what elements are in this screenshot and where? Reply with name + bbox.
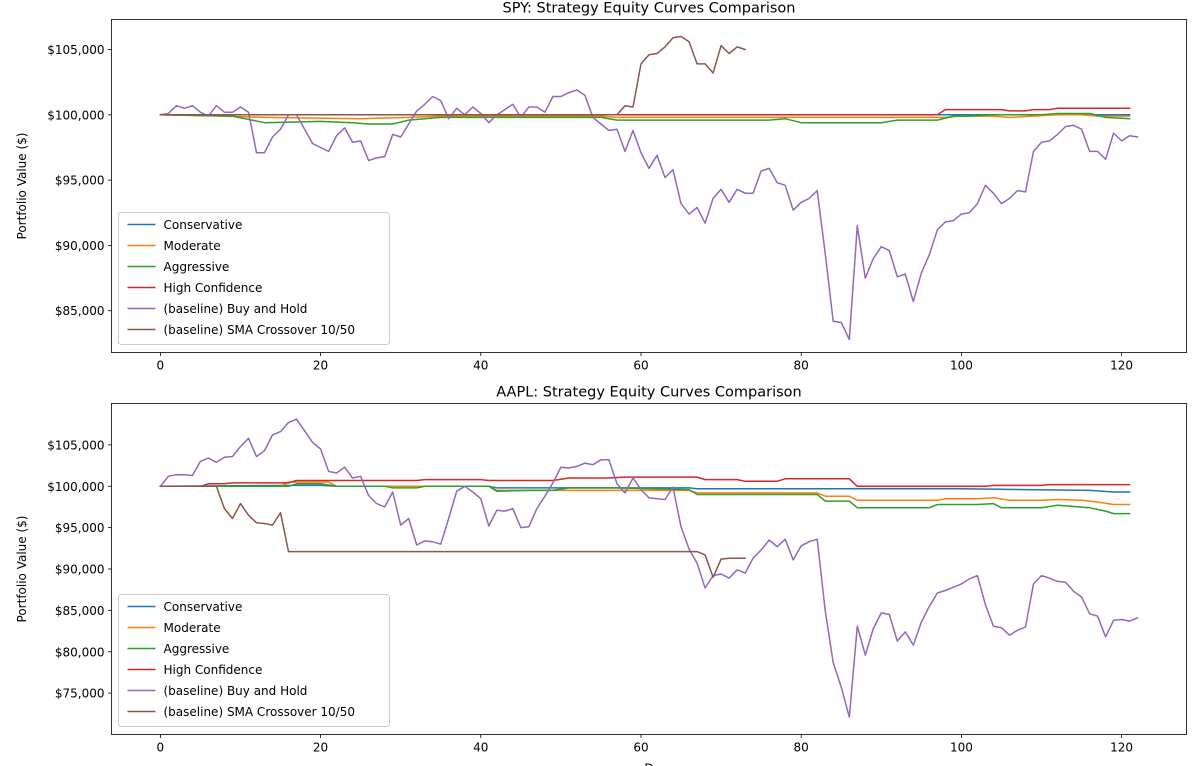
series-line-2	[159, 114, 1131, 120]
x-tick-label: 0	[157, 359, 165, 373]
legend-label: (baseline) Buy and Hold	[164, 302, 308, 316]
x-tick-label: 40	[473, 741, 488, 755]
series-line-5	[159, 89, 1139, 341]
x-tick-label: 80	[794, 741, 809, 755]
y-tick-label: $75,000	[55, 687, 105, 701]
y-tick-label: $85,000	[55, 304, 105, 318]
series-line-5	[159, 418, 1139, 718]
plot-area	[159, 35, 1139, 341]
y-axis-label: Portfolio Value ($)	[15, 133, 29, 240]
legend-label: Aggressive	[164, 260, 230, 274]
x-tick-label: 80	[794, 359, 809, 373]
y-tick-label: $100,000	[47, 108, 104, 122]
legend: Conservative Moderate Aggressive High Confi…	[118, 212, 390, 345]
y-tick-label: $80,000	[55, 645, 105, 659]
legend-label: Moderate	[164, 621, 221, 635]
legend-label: (baseline) Buy and Hold	[164, 684, 308, 698]
y-tick-label: $105,000	[47, 438, 104, 452]
plot-area	[159, 418, 1139, 718]
series-line-3	[159, 483, 1131, 515]
x-tick-label: 120	[1110, 741, 1133, 755]
x-tick-label: 40	[473, 359, 488, 373]
series-line-4	[159, 107, 1131, 116]
x-tick-label: 20	[313, 359, 328, 373]
series-line-3	[159, 112, 1131, 125]
x-tick-label: 100	[950, 741, 973, 755]
legend-box	[118, 594, 390, 727]
y-axis-label: Portfolio Value ($)	[15, 516, 29, 623]
legend-label: High Confidence	[164, 663, 263, 677]
x-tick-label: 60	[633, 359, 648, 373]
x-tick-label: 100	[950, 359, 973, 373]
legend-label: (baseline) SMA Crossover 10/50	[164, 705, 355, 719]
y-tick-label: $95,000	[55, 521, 105, 535]
x-tick-label: 0	[157, 741, 165, 755]
x-tick-label: 120	[1110, 359, 1133, 373]
series-line-6	[159, 35, 747, 116]
x-tick-label: 60	[633, 741, 648, 755]
chart-1: 0 20 40 60 80 100 120 $85,000 $90,000 $95,000 $100…	[15, 1, 1187, 373]
legend-label: Moderate	[164, 239, 221, 253]
y-tick-label: $100,000	[47, 480, 104, 494]
y-tick-label: $105,000	[47, 43, 104, 57]
series-line-6	[159, 485, 746, 579]
y-tick-label: $95,000	[55, 174, 105, 188]
axes-frame	[111, 19, 1187, 353]
legend: Conservative Moderate Aggressive High Confi…	[118, 594, 390, 727]
chart-2: 0 20 40 60 80 100 120 $75,000 $80,000 $85,000 $90,…	[15, 385, 1187, 766]
legend-box	[118, 212, 390, 345]
x-axis-label: D	[644, 762, 653, 766]
legend-label: Aggressive	[164, 642, 230, 656]
y-tick-label: $85,000	[55, 604, 105, 618]
legend-label: High Confidence	[164, 281, 263, 295]
y-tick-label: $90,000	[55, 239, 105, 253]
legend-label: Conservative	[164, 600, 243, 614]
y-tick-label: $90,000	[55, 563, 105, 577]
legend-label: (baseline) SMA Crossover 10/50	[164, 323, 355, 337]
series-line-4	[159, 476, 1131, 488]
series-line-1	[159, 484, 1131, 493]
chart-title: SPY: Strategy Equity Curves Comparison	[502, 1, 795, 17]
legend-label: Conservative	[164, 218, 243, 232]
x-tick-label: 20	[313, 741, 328, 755]
chart-title: AAPL: Strategy Equity Curves Comparison	[496, 385, 802, 401]
